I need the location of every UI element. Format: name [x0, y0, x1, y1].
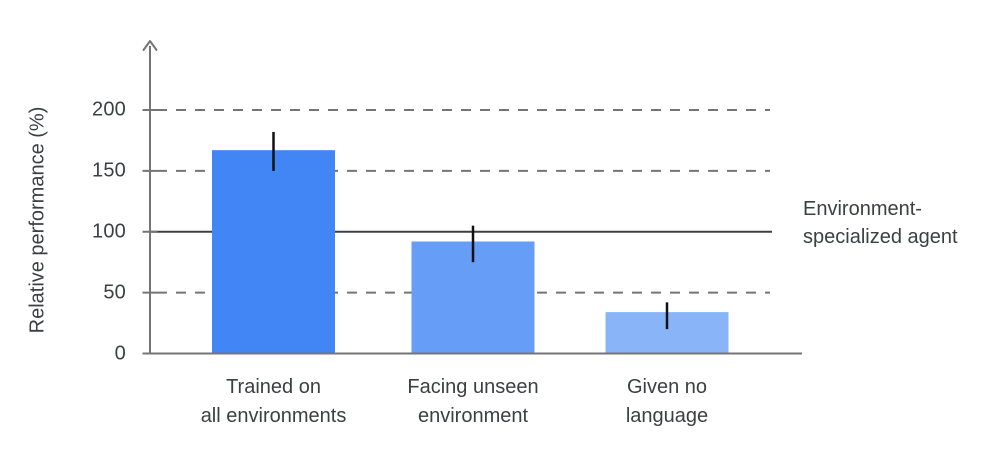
y-tick-label-150: 150 [92, 159, 126, 182]
reference-line-label: Environment- specialized agent [803, 198, 958, 248]
category-label-0: Trained on all environments [200, 376, 347, 427]
y-tick-label-0: 0 [114, 342, 126, 364]
y-axis-arrow-icon [142, 40, 158, 51]
bar-0 [212, 150, 335, 354]
category-label-1: Facing unseen environment [407, 376, 539, 427]
category-label-2: Given no language [625, 376, 709, 427]
y-tick-label-100: 100 [92, 220, 126, 243]
y-tick-label-50: 50 [103, 281, 126, 304]
y-tick-label-200: 200 [92, 98, 126, 121]
